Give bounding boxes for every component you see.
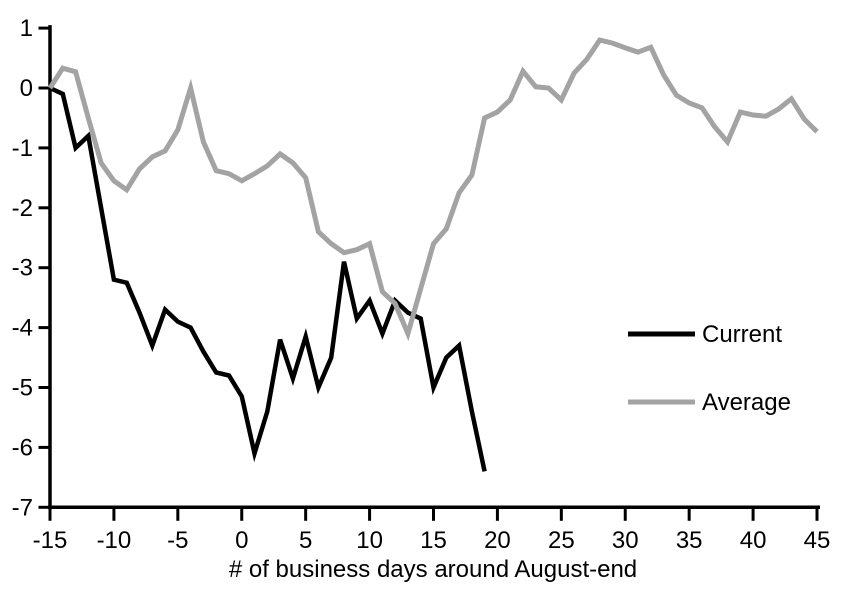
x-axis-tick-label: -5: [167, 527, 188, 554]
x-axis-tick-label: 15: [420, 527, 447, 554]
series-line-average: [47, 37, 819, 342]
y-axis-tick-label: -2: [12, 195, 33, 222]
series-line-current: [49, 85, 487, 472]
x-axis-tick-label: 0: [235, 527, 248, 554]
y-axis-tick-label: -3: [12, 255, 33, 282]
x-axis-tick-label: 20: [484, 527, 511, 554]
x-axis-tick-label: 35: [676, 527, 703, 554]
y-axis-tick-label: -4: [12, 315, 33, 342]
y-axis-tick-label: -1: [12, 135, 33, 162]
x-axis-tick-label: 10: [356, 527, 383, 554]
y-axis-tick-label: -5: [12, 375, 33, 402]
y-axis-tick-label: -7: [12, 494, 33, 521]
x-axis-tick-label: 45: [804, 527, 831, 554]
series-lines: [47, 37, 819, 472]
legend-label-current: Current: [702, 321, 782, 348]
x-axis-tick-label: -10: [97, 527, 132, 554]
x-axis-tick-label: 25: [548, 527, 575, 554]
legend: Current Average: [628, 321, 791, 416]
x-axis-title: # of business days around August-end: [229, 556, 637, 583]
y-axis-tick-label: 0: [20, 75, 33, 102]
x-axis-tick-label: 40: [740, 527, 767, 554]
x-axis-tick-label: -15: [33, 527, 68, 554]
legend-label-average: Average: [702, 389, 791, 416]
y-axis-tick-label: 1: [20, 15, 33, 42]
x-axis-tick-label: 5: [299, 527, 312, 554]
x-axis-tick-label: 30: [612, 527, 639, 554]
y-axis-tick-label: -6: [12, 434, 33, 461]
axes: 10-1-2-3-4-5-6-7-15 -10 -5 0 5 10 15 20 25 30 35 40…: [12, 15, 831, 554]
